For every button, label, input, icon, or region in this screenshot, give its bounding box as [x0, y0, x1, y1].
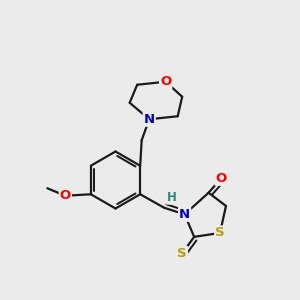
Text: H: H — [167, 191, 177, 204]
Text: O: O — [216, 172, 227, 185]
Text: O: O — [60, 189, 71, 202]
Text: O: O — [160, 75, 171, 88]
Text: N: N — [179, 208, 190, 221]
Text: N: N — [144, 113, 155, 126]
Text: S: S — [215, 226, 225, 239]
Text: S: S — [177, 247, 187, 260]
